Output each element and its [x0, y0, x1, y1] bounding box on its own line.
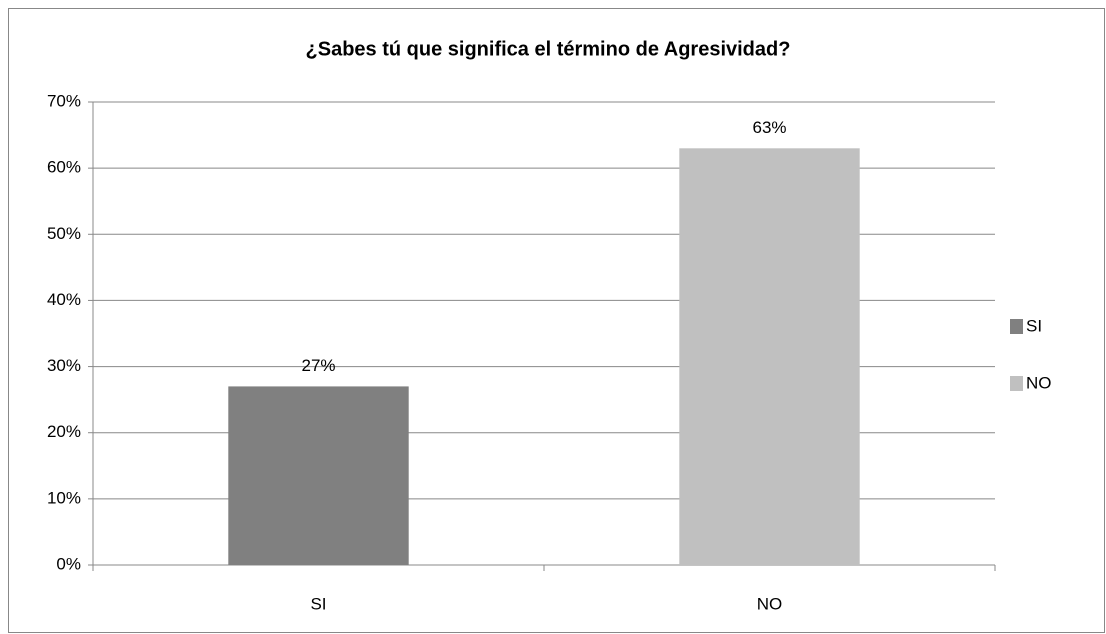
data-label: 63%: [752, 118, 786, 137]
legend-swatch: [1010, 319, 1023, 334]
legend-swatch: [1010, 376, 1023, 391]
y-tick-label: 70%: [47, 91, 81, 110]
chart-title: ¿Sabes tú que significa el término de Ag…: [306, 38, 791, 60]
x-tick-label: SI: [310, 594, 326, 613]
legend-label: NO: [1026, 373, 1052, 392]
y-tick-label: 40%: [47, 290, 81, 309]
y-tick-label: 20%: [47, 422, 81, 441]
y-tick-label: 30%: [47, 356, 81, 375]
data-label: 27%: [301, 356, 335, 375]
y-tick-label: 50%: [47, 224, 81, 243]
y-tick-label: 0%: [56, 554, 81, 573]
x-tick-label: NO: [757, 594, 783, 613]
bar: [228, 386, 409, 565]
chart-frame: [8, 8, 1105, 633]
legend-label: SI: [1026, 316, 1042, 335]
y-tick-label: 60%: [47, 158, 81, 177]
y-tick-label: 10%: [47, 488, 81, 507]
bar: [679, 148, 860, 566]
